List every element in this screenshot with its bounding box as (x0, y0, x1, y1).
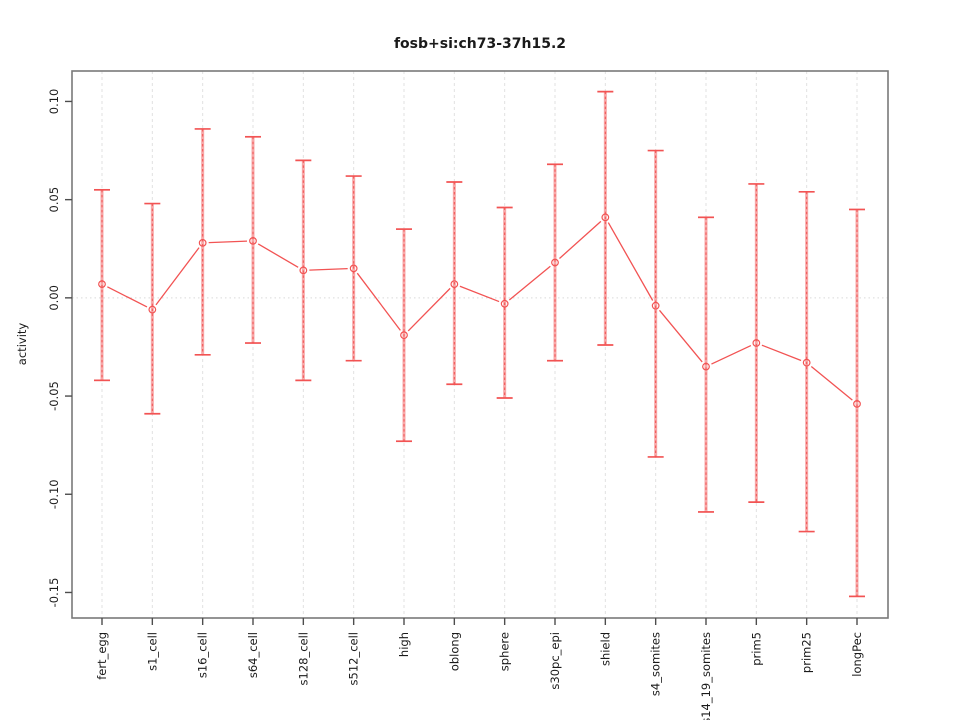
plot-frame (71, 70, 889, 619)
series-line-segment (559, 220, 602, 259)
series-line-segment (356, 272, 401, 331)
data-point-marker (98, 280, 106, 289)
error-bar (194, 128, 211, 356)
y-tick-label: 0.05 (47, 187, 61, 213)
chart-title: fosb+si:ch73-37h15.2 (394, 36, 566, 52)
data-point-marker (500, 299, 509, 308)
series-line-segment (155, 247, 200, 306)
x-tick-label: prim5 (749, 632, 763, 666)
gridlines-group (72, 71, 888, 618)
error-bar (345, 175, 362, 362)
x-tick-label: s14_19_somites (699, 632, 713, 720)
x-tick-label: high (397, 632, 411, 657)
x-tick-label: oblong (447, 632, 461, 671)
series-line-segment (107, 286, 148, 308)
data-point-marker (349, 264, 358, 273)
error-bar (798, 190, 815, 533)
series-line-segment (711, 344, 752, 365)
y-axis-label: activity (15, 323, 29, 366)
data-point-marker (702, 362, 710, 371)
data-point-marker (752, 339, 761, 347)
error-bar (144, 202, 161, 415)
series-line-segment (761, 344, 802, 362)
data-point-marker (148, 305, 157, 314)
series-line-segment (257, 243, 299, 268)
data-point-marker (198, 238, 207, 247)
axis-ticks-group: 0.10 0.05 0.00 -0.05 -0.10 -0.15 fert_egg s1_ce… (47, 89, 864, 720)
data-point-marker (299, 266, 308, 275)
series-line-segment (810, 365, 853, 401)
data-point-marker (651, 301, 660, 310)
x-tick-label: longPec (850, 632, 864, 677)
error-bar (698, 216, 714, 513)
error-bar (245, 135, 261, 344)
data-series-group (94, 90, 865, 598)
x-tick-label: s16_cell (196, 632, 210, 678)
x-tick-label: s128_cell (296, 632, 310, 685)
series-line-segment (208, 240, 248, 244)
x-tick-label: s512_cell (347, 632, 361, 685)
error-bar (849, 208, 865, 598)
error-bar (547, 163, 563, 362)
series-line-segment (508, 265, 551, 301)
y-tick-label: 0.10 (47, 89, 61, 115)
x-tick-label: shield (598, 632, 612, 666)
error-bar (496, 206, 513, 399)
error-bar (295, 159, 312, 382)
error-bar (597, 90, 614, 346)
x-tick-label: prim25 (800, 632, 814, 673)
y-tick-label: -0.05 (47, 381, 61, 411)
error-bar (748, 183, 765, 503)
data-point-marker (551, 258, 559, 267)
series-line-segment (309, 267, 348, 271)
x-tick-label: s4_somites (649, 632, 663, 696)
error-bar (396, 228, 412, 443)
data-point-marker (450, 280, 459, 289)
data-point-marker (400, 331, 408, 340)
series-line-segment (459, 285, 500, 303)
data-point-marker (802, 358, 811, 367)
data-point-marker (853, 400, 861, 408)
data-point-marker (601, 213, 610, 222)
error-bar (647, 149, 664, 458)
x-tick-label: sphere (498, 632, 512, 671)
data-point-marker (249, 236, 257, 245)
series-line-segment (658, 309, 703, 363)
x-tick-label: fert_egg (95, 632, 109, 680)
y-tick-label: -0.10 (47, 479, 61, 509)
plot-frame-group (71, 70, 889, 619)
series-line-segment (407, 287, 451, 332)
y-tick-label: -0.15 (47, 578, 61, 608)
series-line-segment (607, 222, 654, 301)
x-tick-label: s64_cell (246, 632, 260, 678)
x-tick-label: s1_cell (145, 632, 159, 671)
error-bar (94, 188, 110, 382)
y-tick-label: 0.00 (47, 285, 61, 311)
x-tick-label: s30pc_epi (548, 632, 562, 690)
error-bar (446, 181, 463, 386)
